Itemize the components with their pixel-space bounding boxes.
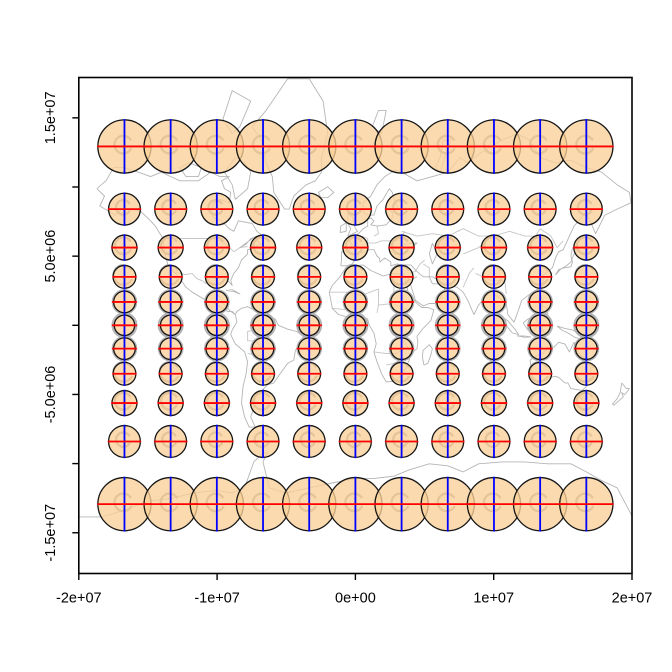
x-tick-label: -2e+07 xyxy=(56,591,102,607)
map-cuba xyxy=(226,289,241,295)
map-india-pakistan xyxy=(462,267,475,288)
map-europe-1 xyxy=(361,235,390,244)
x-tick-label: 1e+07 xyxy=(473,591,514,607)
map-europe-2 xyxy=(373,226,379,237)
map-madagascar xyxy=(421,344,433,366)
map-ireland xyxy=(339,222,347,233)
map-iraq-iran xyxy=(422,263,430,277)
map-java xyxy=(517,335,532,338)
x-tick-label: 2e+07 xyxy=(612,591,653,607)
map-new-zealand xyxy=(612,382,630,406)
map-russia-south xyxy=(401,228,564,249)
red-parallel-axes-layer xyxy=(97,145,614,506)
map-iceland xyxy=(318,186,335,199)
x-tick-label: -1e+07 xyxy=(194,591,240,607)
y-tick-label: -1.5e+07 xyxy=(43,504,59,562)
y-tick-label: -5.0e+06 xyxy=(43,366,59,424)
x-tick-label: 0e+00 xyxy=(335,591,376,607)
axis-layer: -2e+07 -1e+07 0e+00 1e+07 2e+07 1.5e+07 5.0e+0… xyxy=(43,76,653,607)
map-us-mexico xyxy=(175,271,207,285)
y-tick-label: 5.0e+06 xyxy=(43,230,59,283)
y-tick-label: 1.5e+07 xyxy=(43,91,59,144)
map-svalbard xyxy=(371,109,387,135)
map-africa-3 xyxy=(376,288,379,313)
